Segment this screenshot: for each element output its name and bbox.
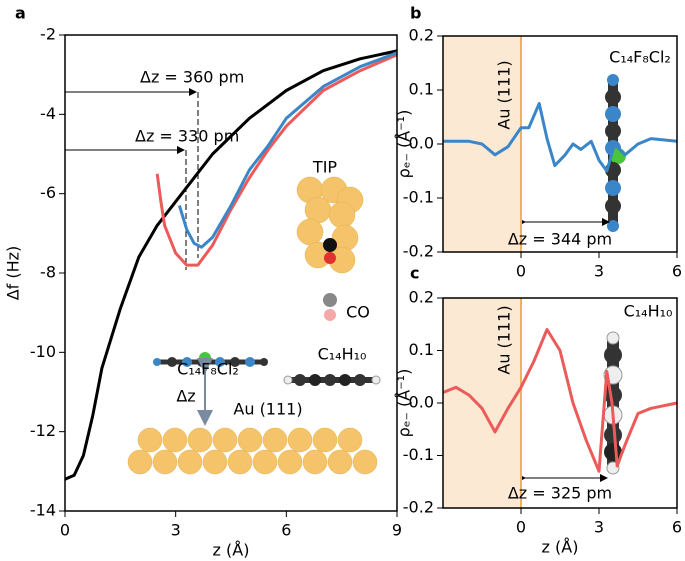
x-tick-label: 9 xyxy=(392,521,402,540)
data-line xyxy=(177,51,398,249)
data-line xyxy=(155,53,398,267)
panel-label: c xyxy=(410,264,419,283)
data-line xyxy=(442,328,678,473)
x-tick-label: 0 xyxy=(516,518,526,537)
x-tick-label: 3 xyxy=(594,262,604,281)
x-tick-label: 6 xyxy=(672,262,682,281)
y-tick-label: -8 xyxy=(40,263,56,282)
annotation: Au (111) xyxy=(495,60,514,129)
annotation: Δz = 344 pm xyxy=(508,230,612,249)
x-tick-label: 3 xyxy=(171,521,181,540)
annotation: Δz xyxy=(176,387,195,406)
y-axis-label: ρₑ₋ (Å⁻¹) xyxy=(395,110,414,179)
annotation: C₁₄F₈Cl₂ xyxy=(609,48,671,67)
y-tick-label: -12 xyxy=(30,421,56,440)
annotation: C₁₄H₁₀ xyxy=(318,345,367,364)
y-tick-label: 0.2 xyxy=(409,26,434,45)
x-axis-label: z (Å) xyxy=(213,541,250,560)
tip-illustration xyxy=(296,176,364,321)
y-tick-label: -0.2 xyxy=(403,498,434,517)
y-tick-label: -6 xyxy=(40,183,56,202)
x-tick-label: 6 xyxy=(281,521,291,540)
y-tick-label: 0.1 xyxy=(409,340,434,359)
annotation: Δz = 325 pm xyxy=(508,484,612,503)
y-tick-label: -0.1 xyxy=(403,445,434,464)
x-axis-label: z (Å) xyxy=(542,538,579,557)
x-tick-label: 6 xyxy=(672,518,682,537)
x-tick-label: 0 xyxy=(60,521,70,540)
y-tick-label: 0.0 xyxy=(409,393,434,412)
y-tick-label: -10 xyxy=(30,342,56,361)
annotation: Au (111) xyxy=(233,400,302,419)
shaded-region xyxy=(443,298,521,508)
annotation: C₁₄H₁₀ xyxy=(624,302,673,321)
y-tick-label: -2 xyxy=(40,25,56,44)
molecule-h xyxy=(283,374,381,386)
panel-label: a xyxy=(15,4,26,23)
annotation: Δz = 360 pm xyxy=(140,68,244,87)
y-tick-label: 0.1 xyxy=(409,80,434,99)
data-line xyxy=(64,49,398,481)
y-tick-label: -4 xyxy=(40,104,56,123)
y-tick-label: -14 xyxy=(30,501,56,520)
data-line xyxy=(443,102,678,173)
y-tick-label: 0.0 xyxy=(409,134,434,153)
x-tick-label: 3 xyxy=(594,518,604,537)
y-axis-label: ρₑ₋ (Å⁻¹) xyxy=(395,369,414,438)
panel-label: b xyxy=(410,4,421,23)
y-tick-label: -0.2 xyxy=(403,242,434,261)
x-tick-label: 0 xyxy=(516,262,526,281)
annotation: CO xyxy=(346,303,370,322)
annotation: Au (111) xyxy=(495,305,514,374)
au-slab xyxy=(127,427,378,475)
y-tick-label: -0.1 xyxy=(403,188,434,207)
decoration xyxy=(65,74,626,482)
annotation: Δz = 330 pm xyxy=(135,127,239,146)
annotation: C₁₄F₈Cl₂ xyxy=(177,360,239,379)
y-tick-label: 0.2 xyxy=(409,288,434,307)
y-axis-label: Δf (Hz) xyxy=(4,246,23,301)
annotation: TIP xyxy=(312,158,337,177)
